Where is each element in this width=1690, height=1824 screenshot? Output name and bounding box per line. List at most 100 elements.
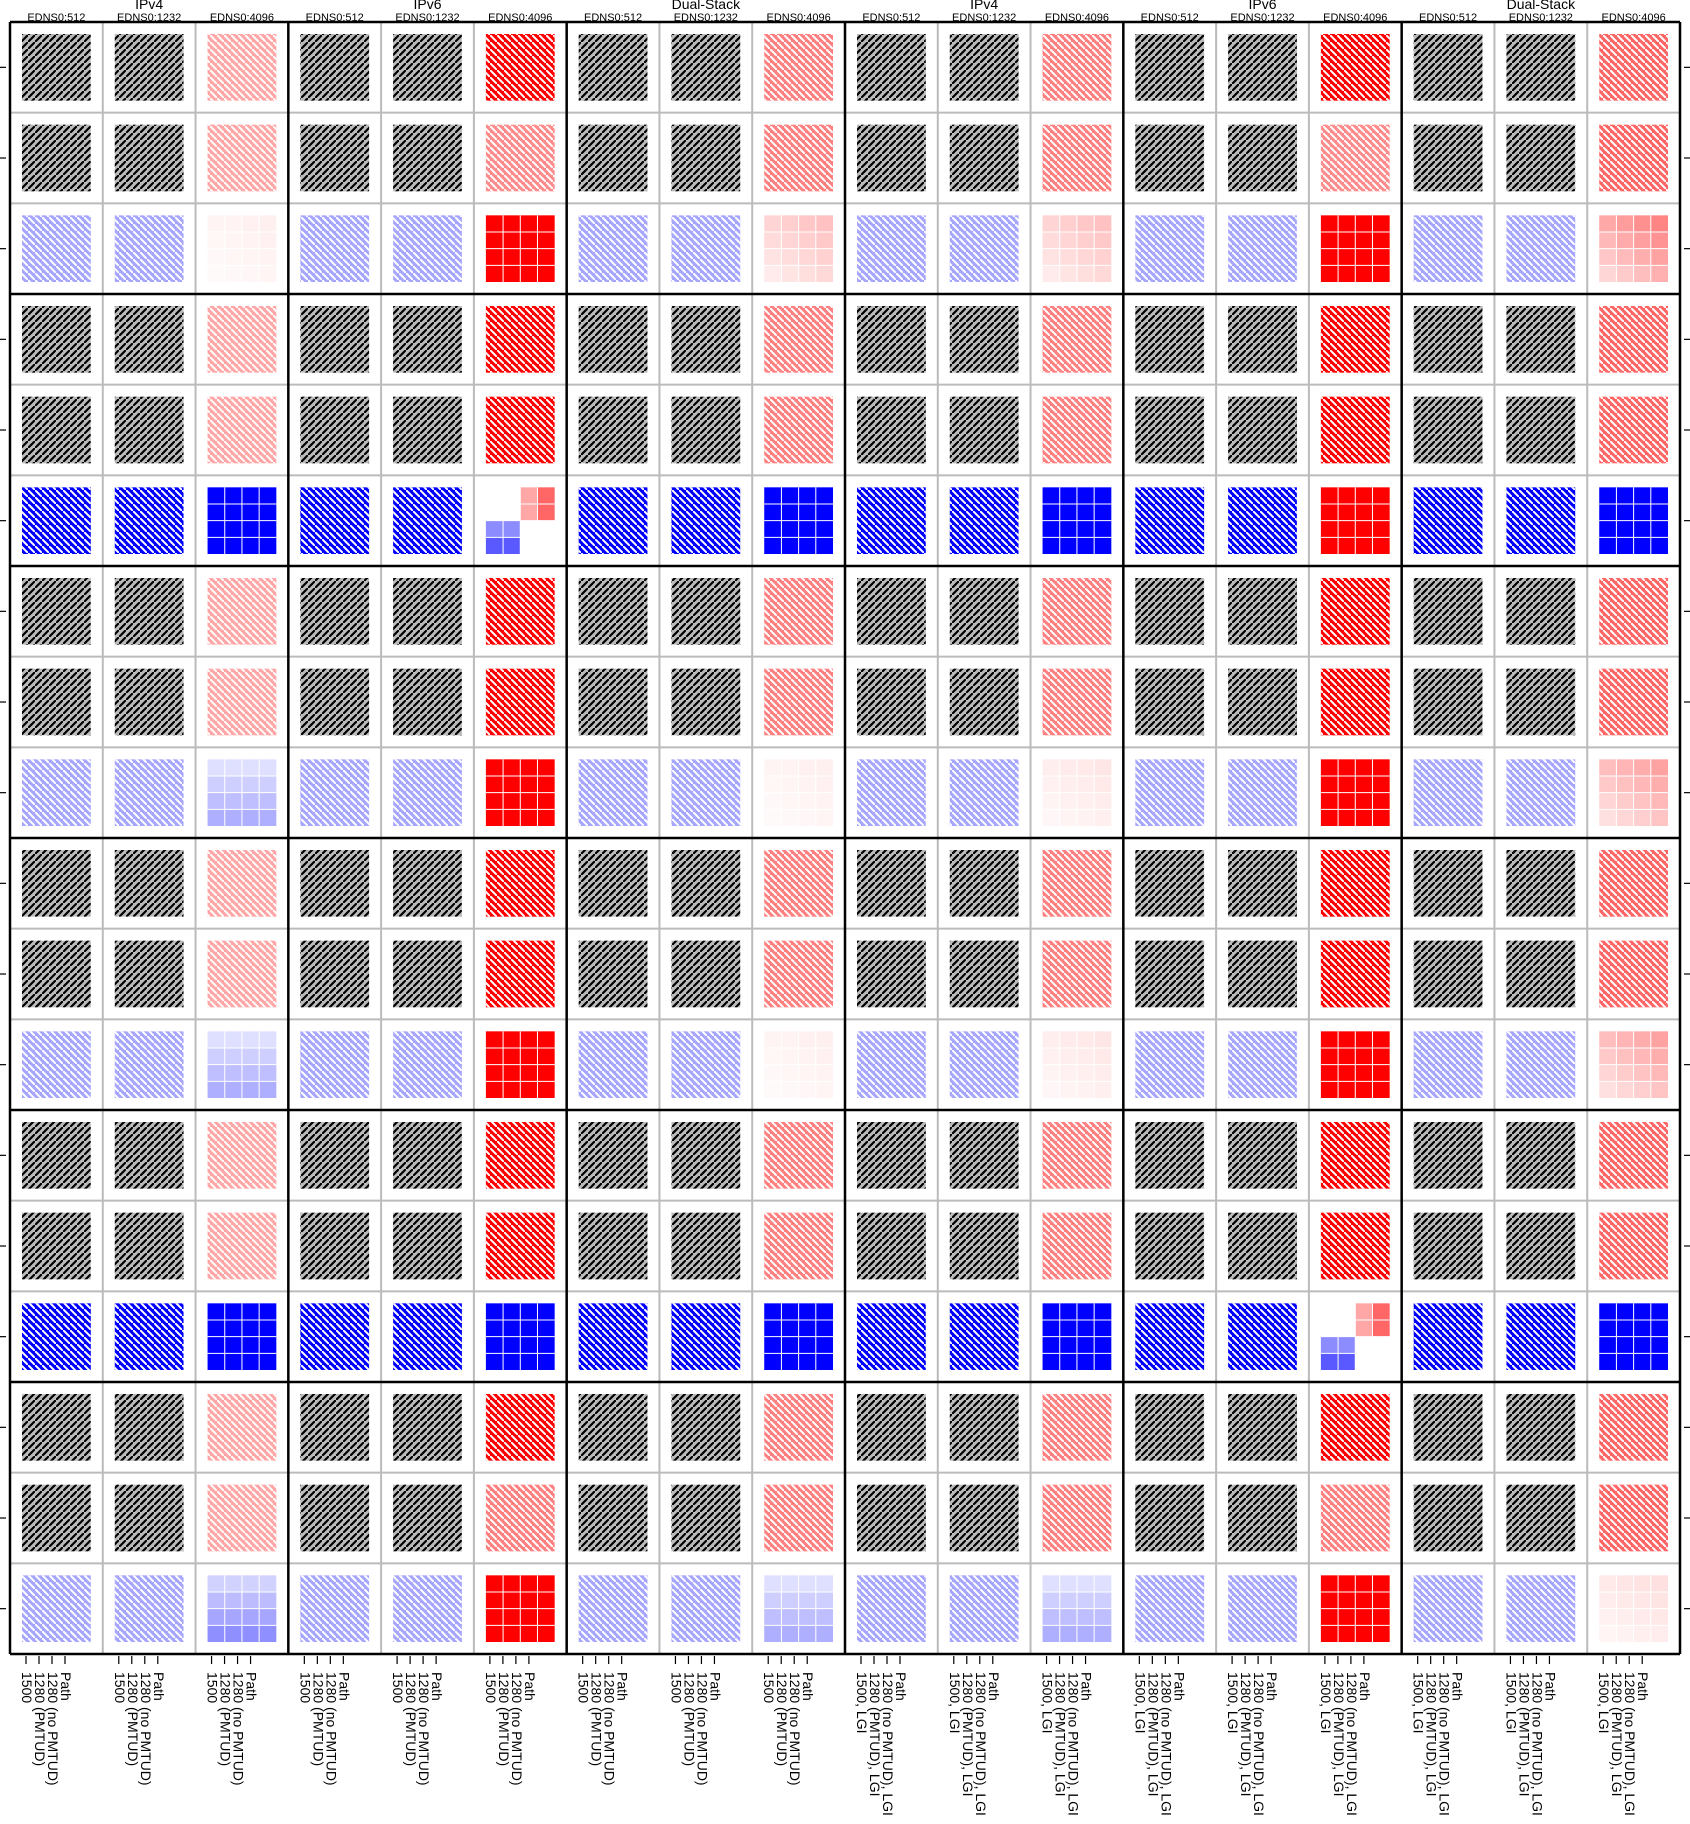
cell-r9-c6 [578,850,648,917]
path-label: 1280 (PMTUD) [589,1672,605,1766]
cell-r7-c1 [114,668,184,736]
group-label: Dual-Stack [672,0,741,12]
path-label: 1280 (no PMTUD), LGI [1622,1672,1638,1816]
cell-r13-c1 [114,1212,184,1280]
cell-r11-c3 [300,1031,370,1098]
cell-r14-c15 [1413,1303,1483,1370]
cell-r16-c17 [1599,1484,1668,1552]
subcolumn-label: EDNS0:512 [584,12,642,24]
path-label: 1280 (PMTUD), LGI [1516,1672,1532,1796]
cell-r0-c0 [22,34,91,101]
cell-r5-c6 [578,487,648,554]
cell-r3-c0 [22,306,91,373]
cell-r6-c16 [1506,578,1576,645]
cell-r6-c4 [393,578,462,645]
cell-r14-c10 [949,1303,1019,1370]
cell-r15-c4 [393,1394,462,1461]
cell-r5-c17 [1599,487,1668,554]
cell-r16-c1 [114,1484,184,1552]
cell-r11-c5 [485,1031,555,1098]
cell-r2-c11 [1042,215,1112,282]
cell-r5-c8 [764,487,833,554]
cell-r8-c9 [857,759,926,826]
cell-r7-c9 [857,668,926,736]
cell-r17-c6 [578,1575,648,1642]
grid-layer [0,20,1690,1656]
cell-r15-c5 [485,1394,555,1461]
cell-r14-c2 [207,1303,277,1370]
cell-r12-c13 [1228,1122,1297,1189]
cell-r15-c11 [1042,1394,1112,1461]
cell-r14-c12 [1135,1303,1205,1370]
subcolumn-label: EDNS0:4096 [767,12,831,24]
cell-r6-c1 [114,578,184,645]
path-label: 1280 (no PMTUD), LGI [1158,1672,1174,1816]
subcolumn-label: EDNS0:4096 [1323,12,1387,24]
cell-r11-c17 [1599,1031,1668,1098]
cell-r6-c15 [1413,578,1483,645]
cell-r0-c7 [671,34,741,101]
cell-r10-c0 [22,940,91,1008]
group-label: Dual-Stack [1507,0,1576,12]
path-label: Path [1635,1672,1651,1701]
cell-r17-c9 [857,1575,926,1642]
cell-layer [22,34,1668,1642]
cell-r10-c5 [485,940,555,1008]
cell-r7-c7 [671,668,741,736]
cell-r1-c4 [393,124,462,192]
cell-r16-c7 [671,1484,741,1552]
cell-r6-c12 [1135,578,1205,645]
cell-r7-c11 [1042,668,1112,736]
cell-r0-c9 [857,34,926,101]
cell-r11-c4 [393,1031,462,1098]
path-label: 1500, LGI [854,1672,870,1734]
cell-r12-c11 [1042,1122,1112,1189]
path-label: Path [1542,1672,1558,1701]
cell-r12-c10 [949,1122,1019,1189]
path-label: 1500 [19,1672,35,1703]
cell-r16-c13 [1228,1484,1297,1552]
cell-r11-c7 [671,1031,741,1098]
cell-r12-c8 [764,1122,833,1189]
cell-r9-c5 [485,850,555,917]
cell-r11-c2 [207,1031,277,1098]
cell-r8-c8 [764,759,833,826]
path-label: 1500 [761,1672,777,1703]
cell-r5-c5 [485,487,555,554]
cell-r16-c6 [578,1484,648,1552]
label-layer: IPv4 IPv6 Dual-Stack IPv4 IPv6 Dual-StackEDNS… [19,0,1666,1816]
path-label: 1280 (no PMTUD) [694,1672,710,1786]
cell-r17-c4 [393,1575,462,1642]
cell-r5-c1 [114,487,184,554]
path-label: 1280 (PMTUD) [125,1672,141,1766]
cell-r10-c9 [857,940,926,1008]
cell-r1-c5 [485,124,555,192]
cell-r9-c17 [1599,850,1668,917]
cell-r4-c17 [1599,396,1668,464]
cell-r1-c2 [207,124,277,192]
cell-r10-c1 [114,940,184,1008]
cell-r13-c10 [949,1212,1019,1280]
path-label: 1280 (no PMTUD), LGI [1437,1672,1453,1816]
path-label: Path [1450,1672,1466,1701]
cell-r2-c8 [764,215,833,282]
cell-r4-c7 [671,396,741,464]
cell-r2-c3 [300,215,370,282]
cell-r12-c2 [207,1122,277,1189]
cell-r15-c0 [22,1394,91,1461]
cell-r16-c9 [857,1484,926,1552]
cell-r10-c6 [578,940,648,1008]
cell-r6-c14 [1320,578,1390,645]
cell-r1-c0 [22,124,91,192]
cell-r9-c16 [1506,850,1576,917]
subcolumn-label: EDNS0:512 [862,12,920,24]
cell-r14-c17 [1599,1303,1668,1370]
cell-r11-c14 [1320,1031,1390,1098]
cell-r10-c17 [1599,940,1668,1008]
cell-r5-c12 [1135,487,1205,554]
cell-r11-c0 [22,1031,91,1098]
cell-r4-c3 [300,396,370,464]
cell-r17-c10 [949,1575,1019,1642]
cell-r15-c7 [671,1394,741,1461]
